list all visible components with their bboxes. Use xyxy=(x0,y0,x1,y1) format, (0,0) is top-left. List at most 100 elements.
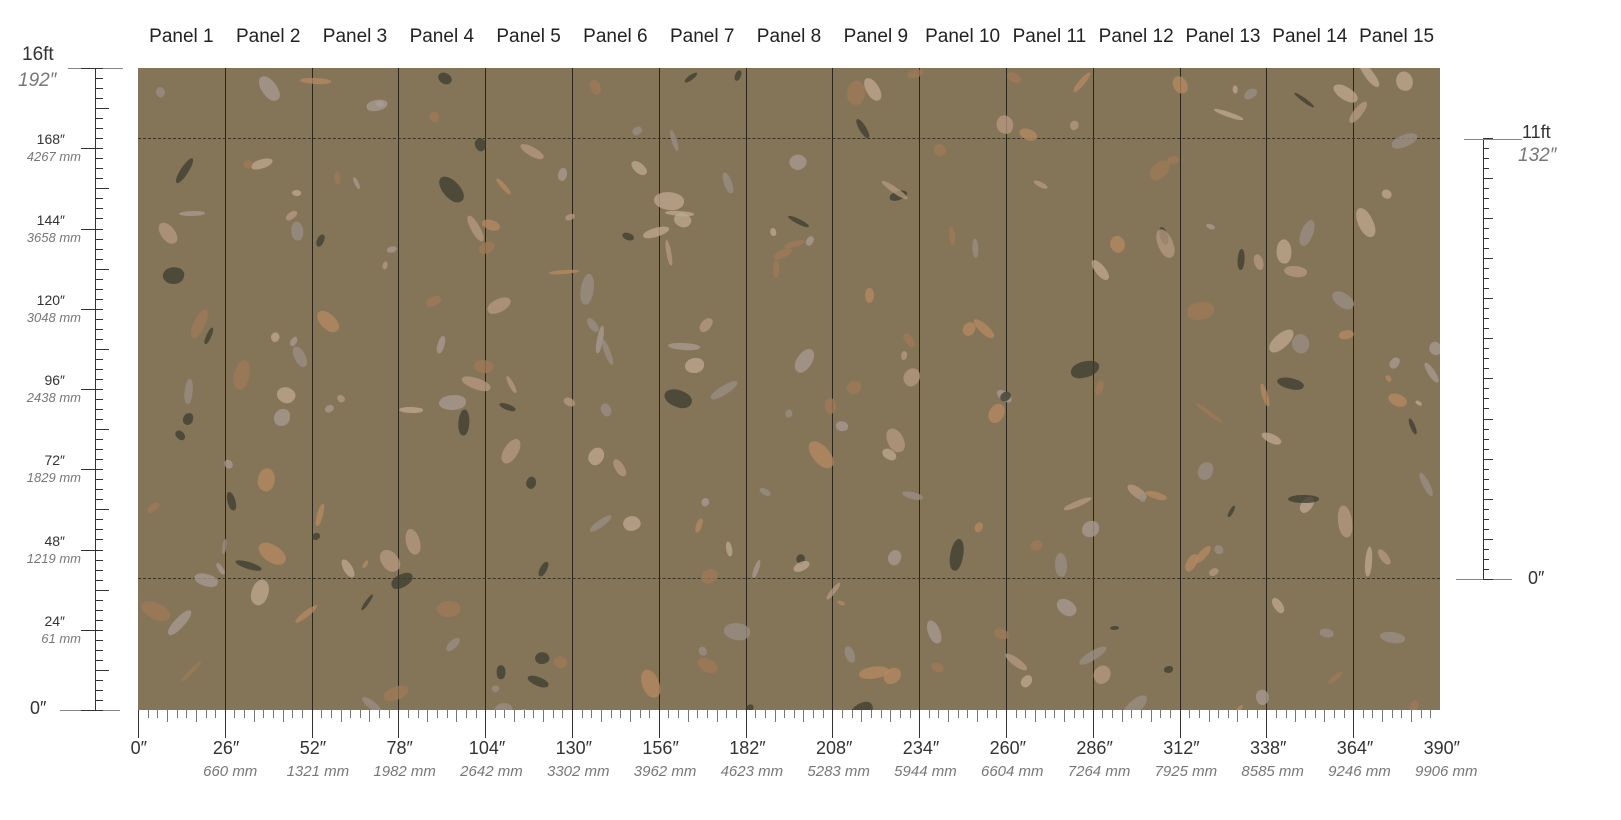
ruler-inch-label: 130″ xyxy=(555,738,593,758)
leaf-motif xyxy=(823,397,838,416)
leaf-motif xyxy=(324,402,336,414)
ruler-tick xyxy=(977,710,979,722)
ruler-tick xyxy=(1483,518,1489,520)
ruler-tick xyxy=(1483,197,1489,199)
ruler-tick xyxy=(1483,508,1489,510)
ruler-inch-label: 96″ xyxy=(44,372,65,388)
ruler-mm-label: 1829 mm xyxy=(26,470,81,486)
ruler-tick xyxy=(359,710,361,718)
leaf-motif xyxy=(1275,238,1293,264)
ruler-tick xyxy=(822,710,824,718)
ruler-tick xyxy=(1044,710,1046,718)
ruler-tick xyxy=(552,710,554,718)
ruler-zero: 0″ xyxy=(1528,568,1545,588)
ruler-tick xyxy=(1483,398,1489,400)
ruler-tick xyxy=(475,710,477,718)
ruler-tick xyxy=(572,710,573,738)
ruler-tick xyxy=(668,710,670,718)
ruler-tick xyxy=(600,710,602,722)
ruler-tick xyxy=(95,639,103,641)
ruler-tick xyxy=(81,308,103,310)
leaf-motif xyxy=(299,76,332,86)
ruler-inch-label: 104″ xyxy=(468,738,506,758)
leaf-motif xyxy=(930,660,946,674)
leaf-motif xyxy=(587,513,614,534)
ruler-inch-label: 338″ xyxy=(1250,738,1287,758)
ruler-tick xyxy=(1483,538,1493,540)
ruler-mm-label: 3302 mm xyxy=(546,763,610,780)
ruler-tick xyxy=(95,569,103,571)
ruler-tick xyxy=(890,710,892,722)
leaf-motif xyxy=(352,175,361,190)
ruler-tick xyxy=(456,710,458,722)
ruler-tick xyxy=(95,258,103,260)
ruler-tick xyxy=(1483,298,1493,300)
leaf-motif xyxy=(1069,358,1101,380)
ruler-tick xyxy=(436,710,438,718)
leaf-motif xyxy=(668,129,680,152)
ruler-top-inches: 132″ xyxy=(1518,145,1557,166)
leaf-motif xyxy=(621,230,636,243)
leaf-motif xyxy=(695,654,721,677)
ruler-tick xyxy=(95,378,103,380)
leaf-motif xyxy=(173,428,188,442)
leaf-motif xyxy=(519,141,546,163)
leaf-motif xyxy=(192,569,220,590)
leaf-motif xyxy=(496,664,507,680)
leaf-motif xyxy=(584,444,609,469)
ruler-tick xyxy=(745,710,747,738)
leaf-motif xyxy=(360,593,375,611)
ruler-tick xyxy=(485,710,487,738)
ruler-tick xyxy=(282,710,284,722)
leaf-motif xyxy=(842,644,857,664)
leaf-motif xyxy=(620,512,644,535)
ruler-tick xyxy=(514,710,516,722)
repeat-line-bottom xyxy=(138,578,1440,579)
ruler-mm-label: 2642 mm xyxy=(460,763,523,780)
leaf-motif xyxy=(234,557,263,573)
ruler-inch-label: 26″ xyxy=(212,738,240,758)
leaf-motif xyxy=(336,393,347,405)
panel-label: Panel 8 xyxy=(756,26,822,47)
ruler-tick xyxy=(1483,268,1489,270)
leaf-motif xyxy=(537,560,550,578)
panel-label: Panel 11 xyxy=(1012,26,1087,47)
ruler-tick xyxy=(1401,710,1403,718)
ruler-tick xyxy=(842,710,844,718)
ruler-tick xyxy=(95,178,103,180)
ruler-mm-label: 4267 mm xyxy=(26,149,81,165)
leaf-motif xyxy=(505,374,518,394)
ruler-tick xyxy=(957,710,959,718)
ruler-tick xyxy=(784,710,786,718)
leaf-motif xyxy=(423,293,443,309)
ruler-tick xyxy=(95,268,109,270)
ruler-tick xyxy=(95,499,103,501)
leaf-motif xyxy=(585,315,601,334)
ruler-tick xyxy=(1372,710,1374,718)
leaf-motif xyxy=(1283,263,1308,279)
ruler-tick xyxy=(1247,710,1249,718)
ruler-tick xyxy=(369,710,371,722)
ruler-tick xyxy=(870,710,872,718)
ruler-inch-label: 364″ xyxy=(1336,738,1374,758)
leaf-motif xyxy=(722,619,752,643)
leaf-motif xyxy=(561,395,577,408)
panel-seam xyxy=(1006,68,1007,710)
panel-label: Panel 5 xyxy=(496,26,561,47)
ruler-tick xyxy=(938,710,940,718)
leaf-motif xyxy=(1144,488,1168,504)
leaf-motif xyxy=(770,227,777,237)
panel-label: Panel 9 xyxy=(843,26,909,47)
panel-label: Panel 10 xyxy=(925,26,1001,47)
leaf-motif xyxy=(381,261,389,271)
ruler-tick xyxy=(1353,710,1355,738)
leaf-motif xyxy=(947,226,957,246)
leaf-motif xyxy=(436,600,462,619)
ruler-tick xyxy=(687,710,689,722)
leaf-motif xyxy=(472,357,495,376)
ruler-tick xyxy=(1483,468,1489,470)
leaf-motif xyxy=(906,68,925,80)
leaf-motif xyxy=(846,380,862,395)
leaf-motif xyxy=(360,694,384,710)
ruler-tick xyxy=(1483,438,1489,440)
